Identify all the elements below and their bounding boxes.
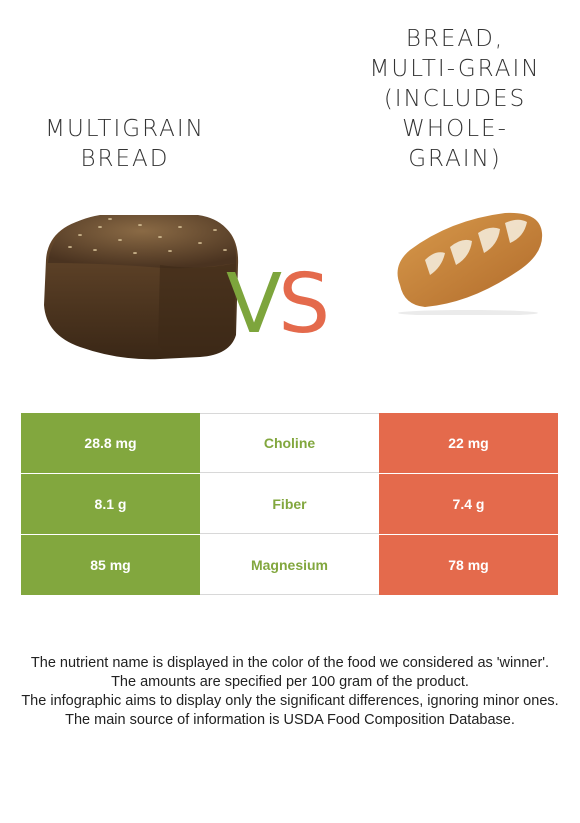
multigrain-bread-image [44,215,239,360]
food-right-title: Bread, multi-grain (includes whole- grai… [369,26,541,172]
nutrient-comparison-table: 28.8 mg Choline 22 mg 8.1 g Fiber 7.4 g … [21,413,558,595]
right-value: 78 mg [379,535,558,595]
nutrient-name: Magnesium [200,535,379,595]
footnote: The infographic aims to display only the… [21,693,559,709]
left-value: 8.1 g [21,474,200,534]
footnotes: The nutrient name is displayed in the co… [14,654,566,730]
whole-grain-bread-image [397,212,543,315]
table-row: 85 mg Magnesium 78 mg [21,534,558,595]
food-left-title: Multigrain bread [45,116,205,172]
footnote: The amounts are specified per 100 gram o… [111,674,469,690]
footnote: The main source of information is USDA F… [65,712,515,728]
table-row: 8.1 g Fiber 7.4 g [21,473,558,534]
footnote: The nutrient name is displayed in the co… [30,655,550,671]
nutrient-name: Fiber [200,474,379,534]
table-row: 28.8 mg Choline 22 mg [21,413,558,473]
nutrient-name: Choline [200,413,379,473]
left-value: 28.8 mg [21,413,200,473]
right-value: 7.4 g [379,474,558,534]
vs-label: VS [226,257,330,352]
left-value: 85 mg [21,535,200,595]
right-value: 22 mg [379,413,558,473]
